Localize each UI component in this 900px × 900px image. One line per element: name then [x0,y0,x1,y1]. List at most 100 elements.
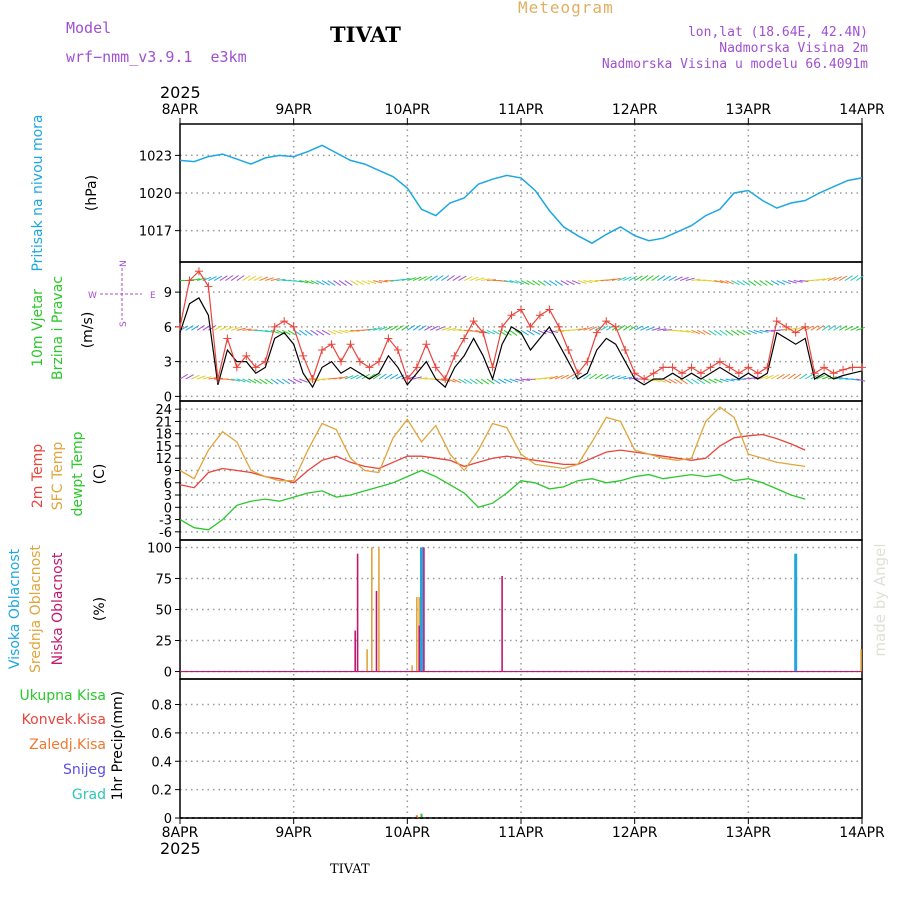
wind-barb [537,280,546,286]
wind-barb [663,329,673,331]
wind-barb [566,373,575,380]
wind-barb [441,327,451,331]
wind-barb [458,378,467,384]
y-tick-label: 1017 [139,225,172,240]
wind-gust-point [460,334,469,343]
wind-barb [651,275,660,281]
wind-barb [799,280,809,282]
year-top: 2025 [160,83,201,102]
wind-barb [475,378,484,385]
wind-barb [185,374,194,380]
wind-barb [583,326,593,331]
wind-barb [617,324,626,331]
wind-barb [554,280,563,286]
wind-barb [219,275,228,281]
wind-barb [793,280,803,283]
cloud-bar [860,649,862,672]
y-tick-label: 25 [155,635,172,650]
wind-barb [748,329,757,335]
wind-barb [378,373,387,380]
wind-barb [498,329,507,336]
wind-barb [242,275,251,281]
wind-barb [384,280,394,282]
wind-barb [844,325,854,331]
wind-barb [560,280,569,286]
wind-barb [395,325,404,331]
wind-barb [265,277,274,282]
compass-cross [100,268,142,320]
wind-barb [509,329,518,336]
wind-gust-point [365,363,374,372]
wind-barb [350,280,359,286]
cloud-high-label: Visoka Oblacnost [7,548,23,669]
precip-legend-item: Ukupna Kisa [19,688,106,704]
wind-gust-point [251,363,260,372]
wind-barb [463,276,473,281]
wind-gust-point [678,369,687,378]
wind-compass-legend: W E N S [88,260,156,327]
wind-barb [452,275,461,281]
precip-unit: (mm) [110,691,126,729]
y-tick-label: 0 [164,501,172,516]
wind-speed-line [179,297,863,389]
x-tick-label-top: 14APR [839,102,885,118]
wind-barb [560,374,570,380]
wind-gust-point [393,346,402,355]
wind-barb [526,378,536,381]
pressure-unit: (hPa) [84,175,100,211]
wind-barb [236,327,246,331]
temp-sfc-label: SFC Temp [50,442,66,511]
y-tick-label: 9 [164,286,172,301]
wind-gust-point [592,328,601,337]
wind-barb [594,373,603,380]
cloud-bar [794,553,798,672]
wind-barb [316,329,325,336]
wind-barb [588,326,598,331]
wind-barb [299,280,309,284]
wind-barb [679,378,688,385]
wind-barb [787,280,797,284]
wind-barb [355,280,365,286]
wind-barb [361,280,371,285]
wind-barb [225,275,234,281]
wind-barb [543,329,553,334]
wind-barb [589,280,599,283]
wind-barb [492,378,501,385]
wind-barb [435,326,445,331]
wind-barb [287,378,297,384]
wind-barb [839,325,848,331]
wind-barb [651,327,661,331]
wind-barb [588,373,597,380]
wind-gust-point [659,363,668,372]
wind-gust-point [270,322,279,331]
wind-barb [469,276,479,281]
wind-barb [435,378,445,381]
wind-gust-point [858,363,866,372]
wind-barb [628,325,637,331]
precip-legend-item: Snijeg [63,762,106,778]
wind-barb [310,329,319,336]
wind-gust-point [213,374,222,383]
wind-barb [333,280,342,287]
y-tick-label: 1020 [139,187,172,202]
wind-gust-point [782,322,791,331]
wind-barb [429,275,438,281]
wind-barb [554,374,564,380]
wind-barb [424,275,433,281]
wind-barb [333,376,343,380]
wind-barb [304,329,313,336]
wind-barb [770,374,780,380]
wind-barb [645,275,654,281]
wind-barb [270,278,280,282]
sfc-temp-line [179,406,806,482]
wind-gust-point [810,369,819,378]
x-tick-label-bottom: 10APR [385,825,431,841]
wind-barb [537,377,548,380]
wind-barb [702,378,711,384]
wind-barb [418,325,427,331]
wind-gust-point [176,322,184,331]
wind-barb [208,276,217,281]
wind-barb [390,325,399,331]
wind-barb [526,280,535,286]
y-tick-label: 24 [155,403,172,418]
